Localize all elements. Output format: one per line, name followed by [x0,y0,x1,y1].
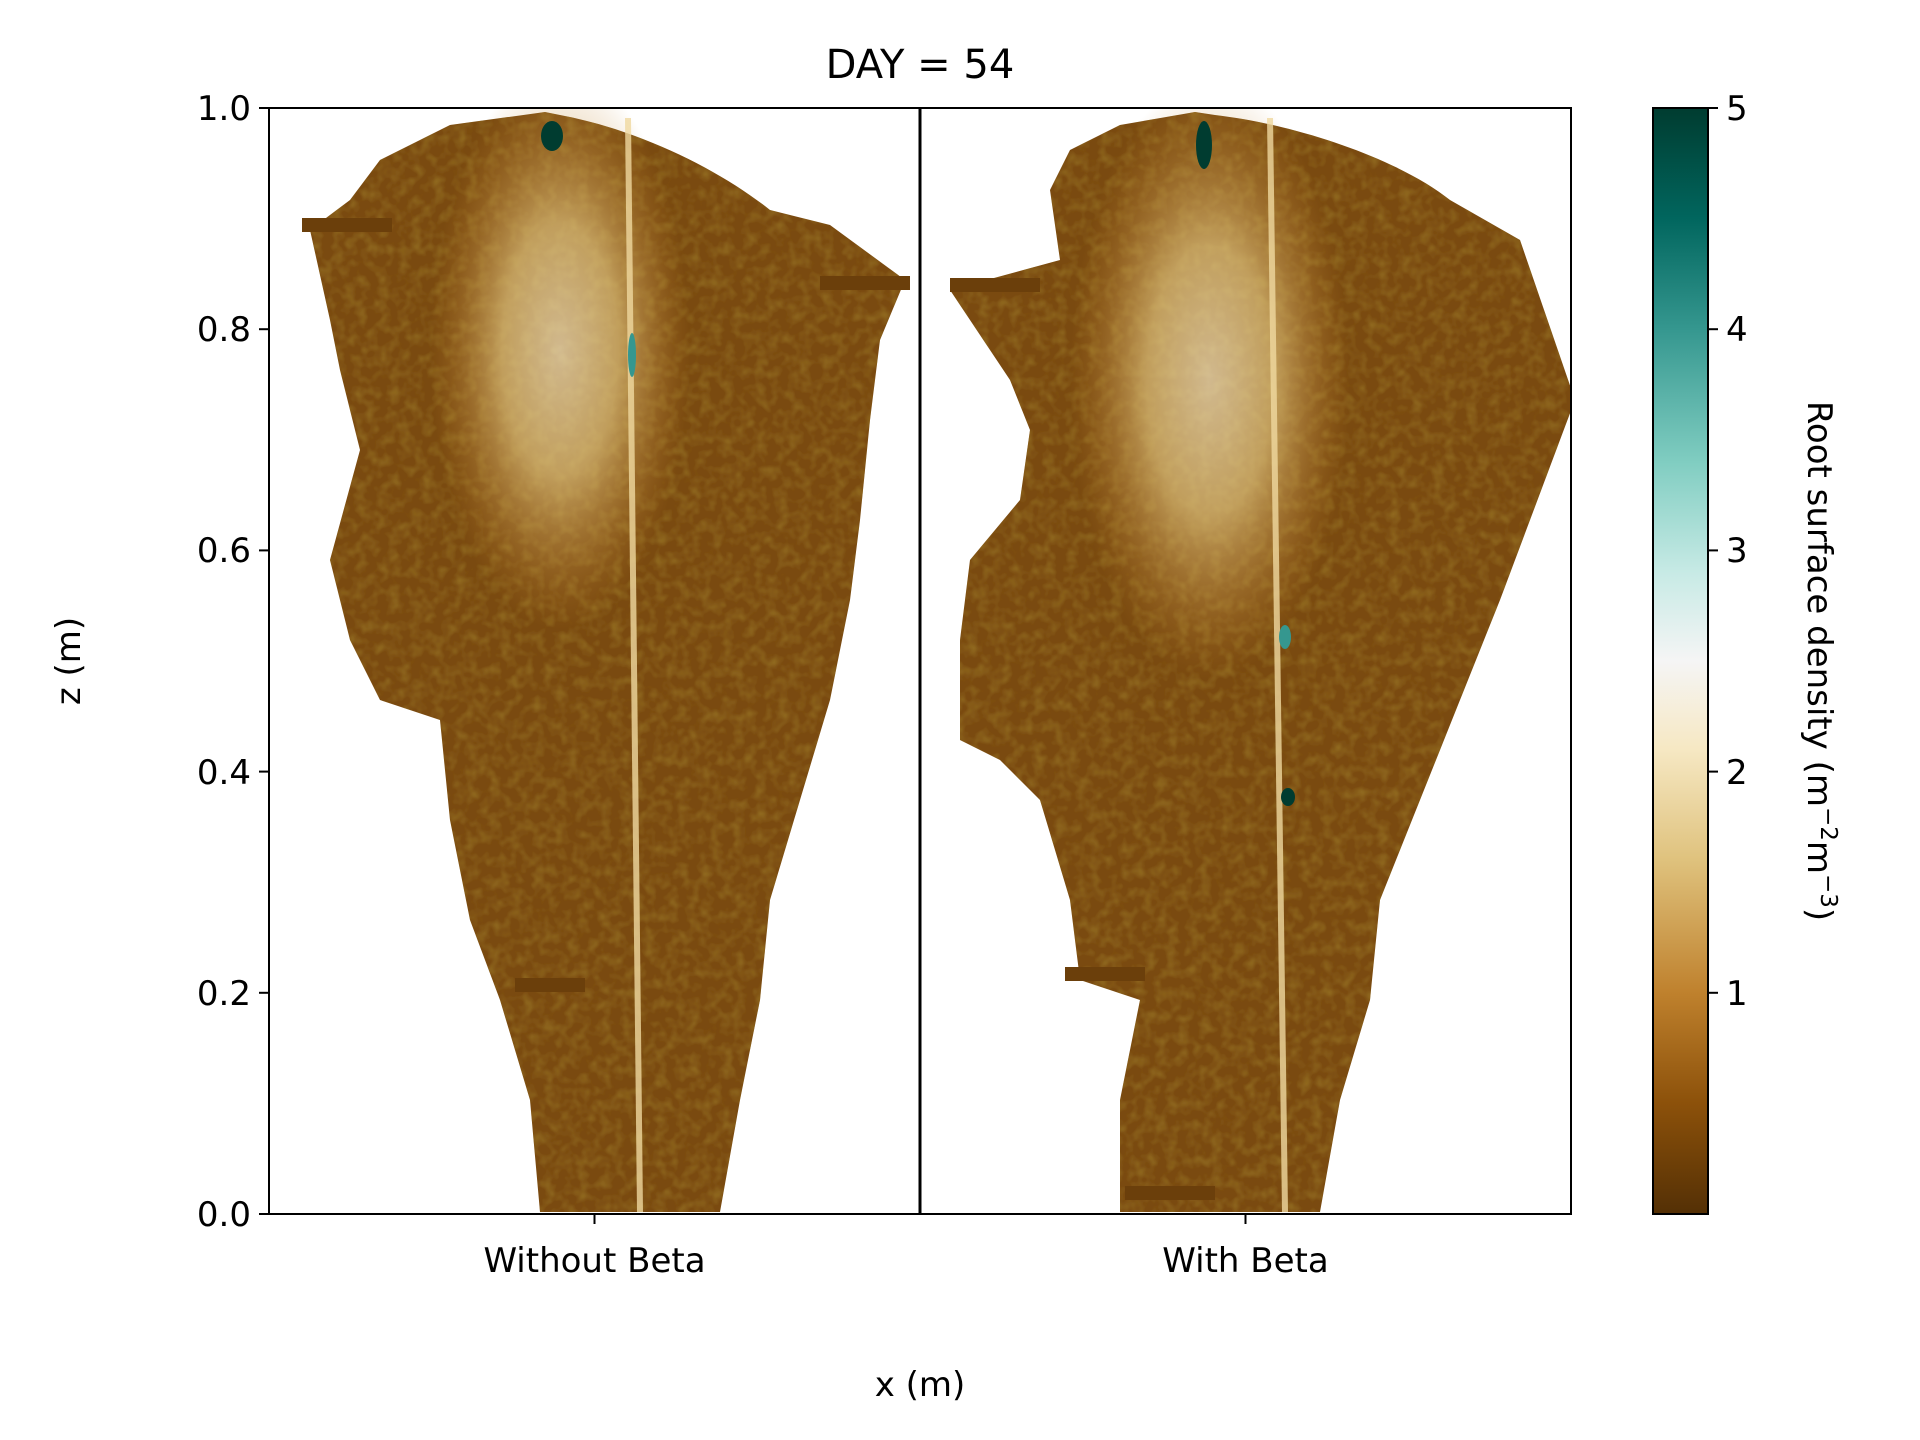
y-tick-label: 0.8 [197,310,251,350]
colorbar-tick-label: 3 [1726,531,1748,571]
colorbar-label-exp2: −3 [1815,874,1841,908]
colorbar-label-end: ) [1799,908,1839,921]
y-tick-label: 1.0 [197,89,251,129]
chart-title: DAY = 54 [826,42,1015,88]
lateral-branch-2 [820,276,910,290]
panel-with-beta [950,108,1571,1213]
root-density-field-with-beta [950,108,1571,1213]
hotspot-top-with-beta [1196,121,1212,169]
lateral-branch-1 [302,218,392,232]
hotspot-mid-without-beta [628,333,636,377]
hotspot-low-with-beta [1281,788,1295,806]
panel-without-beta [302,108,910,1213]
tap-root-without-beta [625,117,643,1213]
x-axis-label: x (m) [875,1365,966,1405]
tap-root-with-beta [1267,117,1288,1213]
colorbar-tick-label: 4 [1726,310,1748,350]
colorbar: 1 2 3 4 5 Root surface density (m−2m−3) [1652,89,1841,1215]
colorbar-tick-label: 2 [1726,753,1748,793]
lateral-branch-4 [950,278,1040,292]
root-density-field-without-beta [302,108,910,1213]
lateral-branch-3 [515,978,585,992]
y-tick-label: 0.0 [197,1195,251,1235]
y-axis: 0.0 0.2 0.4 0.6 0.8 1.0 [197,89,269,1235]
colorbar-tick-label: 1 [1726,974,1748,1014]
dense-core-with-beta [1070,108,1350,680]
colorbar-label: Root surface density (m−2m−3) [1799,401,1841,921]
panel-label-without-beta: Without Beta [483,1241,705,1281]
y-axis-label: z (m) [49,617,89,705]
lateral-branch-5 [1065,967,1145,981]
colorbar-gradient [1652,107,1709,1215]
hotspot-mid-with-beta [1279,625,1291,649]
y-tick-label: 0.2 [197,974,251,1014]
y-tick-label: 0.6 [197,531,251,571]
y-tick-label: 0.4 [197,753,251,793]
colorbar-label-main: Root surface density (m [1799,401,1839,807]
dense-core-without-beta [430,108,690,630]
colorbar-label-mid: m [1799,841,1839,874]
colorbar-label-exp1: −2 [1815,807,1841,841]
lateral-branch-6 [1125,1186,1215,1200]
hotspot-top-without-beta [541,121,563,151]
colorbar-tick-label: 5 [1726,89,1748,129]
x-axis: Without Beta With Beta [483,1214,1329,1281]
panel-label-with-beta: With Beta [1162,1241,1328,1281]
